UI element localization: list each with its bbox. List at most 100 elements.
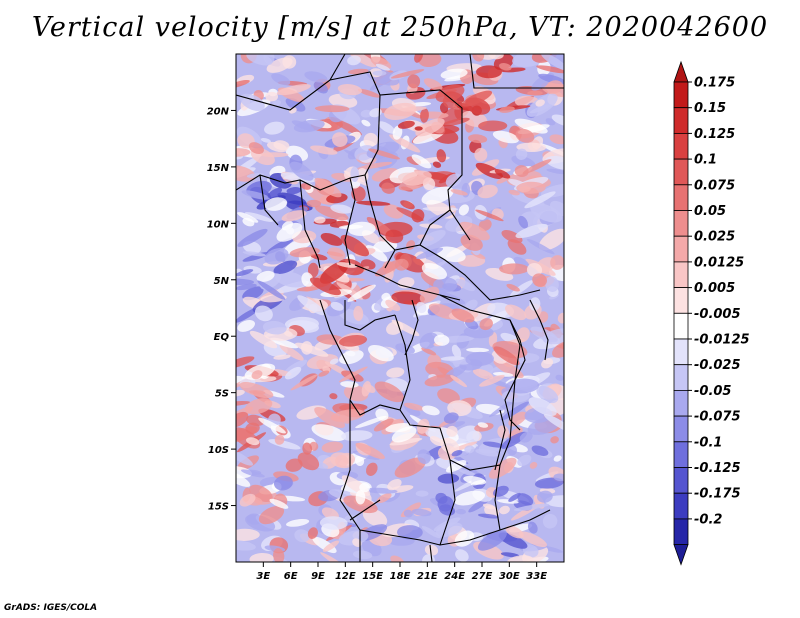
lon-tick-label: 30E: [499, 571, 520, 582]
field-blob: [281, 210, 307, 222]
field-blob: [251, 370, 263, 380]
field-blob: [454, 530, 475, 547]
field-blob: [530, 203, 563, 223]
border-west-africa: [236, 174, 366, 269]
field-blob: [375, 63, 390, 71]
field-blob: [475, 162, 504, 179]
field-blob: [320, 232, 343, 246]
field-blob: [437, 388, 460, 404]
field-blob: [355, 415, 387, 429]
field-blob: [321, 441, 344, 453]
lat-tick-label: 15S: [208, 502, 229, 513]
field-blob: [236, 528, 260, 542]
field-blob: [421, 262, 448, 280]
field-blob: [476, 65, 502, 79]
field-blob: [510, 280, 534, 297]
field-blob: [327, 247, 346, 261]
colorbar-label: 0.125: [694, 127, 735, 142]
field-blob: [258, 417, 286, 434]
field-blob: [260, 137, 271, 143]
field-blob: [355, 442, 385, 460]
field-blob: [488, 457, 517, 479]
field-blob: [482, 503, 496, 510]
field-blob: [318, 370, 330, 377]
field-blob: [236, 448, 253, 466]
field-blob: [478, 120, 508, 132]
field-blob: [368, 148, 400, 160]
field-blob: [385, 229, 404, 244]
field-blob: [434, 334, 450, 346]
field-blob: [445, 173, 462, 187]
colorbar-swatch: [673, 364, 689, 391]
field-blob: [391, 291, 425, 305]
field-blob: [403, 402, 425, 411]
field-blob: [390, 555, 405, 562]
colorbar-label: -0.005: [694, 307, 741, 322]
field-blob: [330, 204, 353, 214]
field-blob: [472, 54, 485, 62]
colorbar-swatch: [673, 132, 689, 160]
field-blob: [297, 295, 326, 316]
colorbar-swatch: [673, 441, 689, 468]
colorbar-swatch: [673, 518, 689, 546]
field-blob: [286, 187, 302, 195]
field-blob: [461, 90, 493, 107]
field-blob: [304, 71, 328, 83]
field-blob: [524, 191, 556, 209]
field-blob: [463, 475, 487, 485]
colorbar-label: -0.075: [694, 410, 741, 425]
field-blob: [329, 358, 339, 365]
field-blob: [340, 234, 370, 257]
field-blob: [375, 259, 403, 277]
field-blob: [435, 522, 463, 537]
field-blob: [499, 505, 510, 515]
lon-tick-label: 33E: [526, 571, 547, 582]
field-blob: [477, 422, 489, 428]
colorbar-swatch: [673, 107, 689, 134]
field-blob: [336, 262, 358, 268]
colorbar-swatch: [673, 210, 689, 237]
field-blob: [314, 205, 349, 221]
field-blob: [527, 90, 543, 96]
field-blob: [314, 216, 326, 224]
field-blob: [450, 189, 468, 196]
field-blob: [294, 529, 310, 543]
field-blob: [442, 95, 458, 109]
field-blob: [535, 99, 545, 107]
field-blob: [529, 461, 538, 469]
field-blob: [459, 221, 490, 241]
field-blob: [349, 54, 377, 68]
lake-coast: [404, 299, 549, 471]
field-blob: [236, 283, 257, 291]
field-blob: [249, 330, 278, 349]
colorbar-swatch: [673, 81, 689, 109]
field-blob: [394, 457, 426, 478]
field-blob: [390, 69, 425, 79]
colorbar-label: 0.075: [694, 178, 735, 193]
lat-tick-label: 5N: [214, 276, 230, 287]
border-north: [236, 54, 564, 241]
field-blob: [397, 120, 415, 129]
field-blob: [515, 128, 535, 143]
field-blob: [515, 223, 548, 239]
field-blob: [432, 161, 442, 168]
colorbar-swatch: [673, 158, 689, 186]
field-blob: [357, 88, 381, 98]
field-blob: [420, 108, 429, 123]
lat-tick-label: 15N: [207, 163, 230, 174]
field-blob: [414, 126, 423, 131]
field-blob: [527, 521, 538, 534]
field-blob: [319, 516, 348, 530]
field-blob: [273, 475, 293, 491]
field-blob: [421, 525, 441, 539]
field-blob: [545, 118, 556, 126]
field-blob: [236, 389, 245, 397]
field-blob: [392, 125, 403, 140]
field-blob: [499, 263, 529, 275]
lat-tick-label: 10S: [208, 445, 229, 456]
field-blob: [370, 56, 392, 70]
colorbar-swatch: [673, 312, 689, 340]
field-blob: [500, 552, 520, 558]
colorbar-swatch: [673, 467, 689, 494]
